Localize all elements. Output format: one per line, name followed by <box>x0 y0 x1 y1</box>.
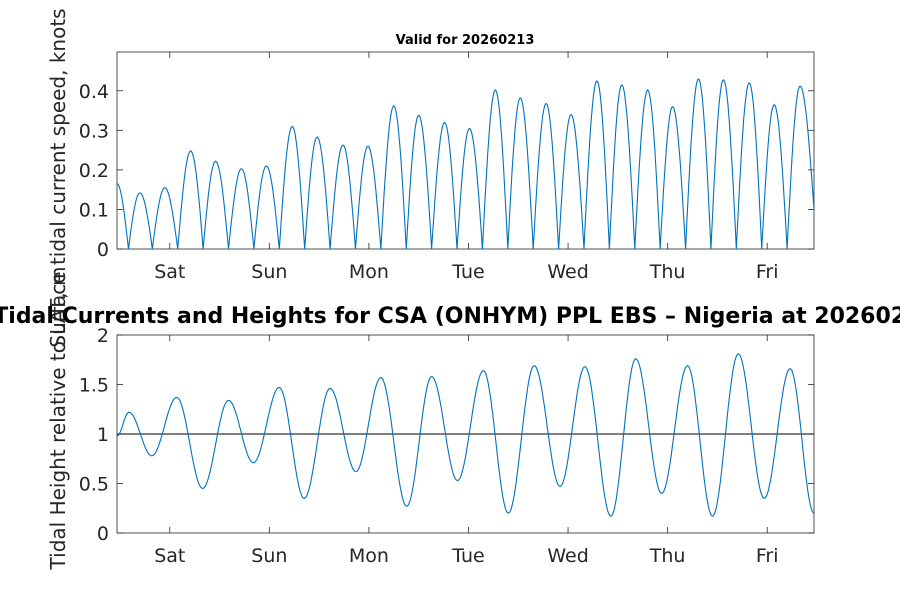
y-tick-label: 0 <box>97 239 109 261</box>
height-y-ticks: 0 0.5 1 1.5 2 <box>79 325 814 545</box>
main-title: Tidal Currents and Heights for CSA (ONHY… <box>0 304 900 329</box>
height-x-ticks: Sat Sun Mon Tue Wed Thu Fri <box>154 335 779 567</box>
x-tick-label: Fri <box>756 545 779 567</box>
y-tick-label: 0.4 <box>79 81 109 103</box>
x-tick-label: Thu <box>649 261 686 283</box>
current-x-ticks: Sat Sun Mon Tue Wed Thu Fri <box>154 52 779 283</box>
current-y-ticks: 0 0.1 0.2 0.3 0.4 <box>79 81 814 261</box>
height-y-axis-label: Tidal Height relative to LAT, m <box>46 267 70 571</box>
x-tick-label: Thu <box>649 545 686 567</box>
y-tick-label: 1.5 <box>79 375 109 397</box>
x-tick-label: Sun <box>251 545 287 567</box>
tidal-height-panel: 0 0.5 1 1.5 2 Sat Sun Mon Tue Wed Thu Fri <box>79 325 815 567</box>
x-tick-label: Sat <box>154 545 185 567</box>
y-tick-label: 2 <box>97 325 109 347</box>
x-tick-label: Mon <box>349 545 389 567</box>
tidal-height-series <box>116 353 815 517</box>
current-axes-box <box>116 51 815 250</box>
x-tick-label: Fri <box>756 261 779 283</box>
x-tick-label: Wed <box>547 261 588 283</box>
x-tick-label: Tue <box>451 545 484 567</box>
x-tick-label: Wed <box>547 545 588 567</box>
x-tick-label: Tue <box>451 261 484 283</box>
y-tick-label: 1 <box>97 424 109 446</box>
x-tick-label: Mon <box>349 261 389 283</box>
y-tick-label: 0.2 <box>79 160 109 182</box>
current-y-axis-label: Surface tidal current speed, knots <box>46 8 70 347</box>
x-tick-label: Sun <box>251 261 287 283</box>
current-speed-series <box>116 78 815 250</box>
current-speed-panel: 0 0.1 0.2 0.3 0.4 Sat Sun Mon Tue Wed Thu Fri Vali… <box>79 33 815 283</box>
y-tick-label: 0 <box>97 523 109 545</box>
y-tick-label: 0.5 <box>79 474 109 496</box>
x-tick-label: Sat <box>154 261 185 283</box>
current-title: Valid for 20260213 <box>396 33 535 48</box>
y-tick-label: 0.3 <box>79 120 109 142</box>
y-tick-label: 0.1 <box>79 199 109 221</box>
